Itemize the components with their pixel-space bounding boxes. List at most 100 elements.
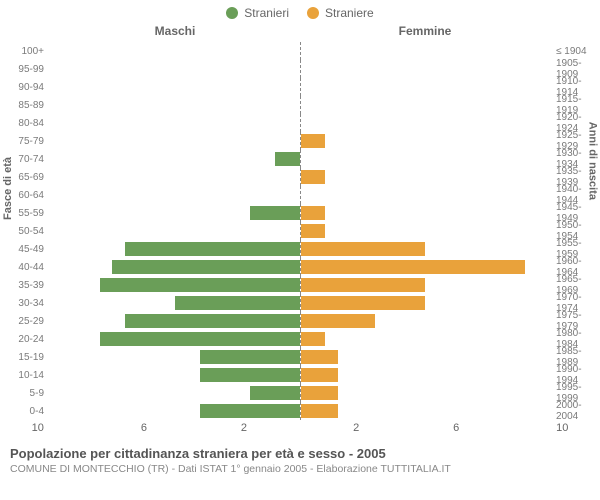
x-tick: 10 — [32, 422, 44, 434]
age-label: 15-19 — [0, 352, 50, 363]
age-label: 10-14 — [0, 370, 50, 381]
header-male: Maschi — [50, 24, 300, 38]
bar-male — [200, 350, 300, 364]
table-row: 70-741930-1934 — [0, 150, 600, 168]
birth-label: ≤ 1904 — [550, 46, 600, 57]
bar-container-female — [301, 348, 551, 366]
table-row: 45-491955-1959 — [0, 240, 600, 258]
age-label: 65-69 — [0, 172, 50, 183]
bar-male — [200, 368, 300, 382]
bar-container-male — [50, 384, 301, 402]
bar-container-female — [301, 384, 551, 402]
bar-container-male — [50, 240, 301, 258]
bar-container-male — [50, 186, 301, 204]
bar-male — [125, 314, 300, 328]
bar-female — [301, 314, 376, 328]
swatch-female — [307, 7, 319, 19]
table-row: 30-341970-1974 — [0, 294, 600, 312]
age-label: 5-9 — [0, 388, 50, 399]
table-row: 50-541950-1954 — [0, 222, 600, 240]
birth-label: 2000-2004 — [550, 400, 600, 422]
table-row: 65-691935-1939 — [0, 168, 600, 186]
legend-item-female: Straniere — [307, 6, 374, 20]
age-label: 85-89 — [0, 100, 50, 111]
age-label: 20-24 — [0, 334, 50, 345]
x-axis: 1062 2610 — [0, 422, 600, 440]
bar-female — [301, 332, 326, 346]
bar-container-female — [301, 222, 551, 240]
chart-subtitle: COMUNE DI MONTECCHIO (TR) - Dati ISTAT 1… — [10, 463, 590, 477]
chart-title: Popolazione per cittadinanza straniera p… — [10, 446, 590, 463]
bar-male — [125, 242, 300, 256]
bar-female — [301, 134, 326, 148]
bar-container-male — [50, 330, 301, 348]
table-row: 20-241980-1984 — [0, 330, 600, 348]
bar-female — [301, 242, 426, 256]
table-row: 35-391965-1969 — [0, 276, 600, 294]
bar-male — [112, 260, 299, 274]
table-row: 5-91995-1999 — [0, 384, 600, 402]
bar-container-female — [301, 60, 551, 78]
caption: Popolazione per cittadinanza straniera p… — [0, 440, 600, 477]
bar-male — [100, 278, 300, 292]
bar-male — [250, 206, 300, 220]
table-row: 90-941910-1914 — [0, 78, 600, 96]
age-label: 80-84 — [0, 118, 50, 129]
table-row: 15-191985-1989 — [0, 348, 600, 366]
bar-female — [301, 350, 338, 364]
bar-female — [301, 404, 338, 418]
table-row: 10-141990-1994 — [0, 366, 600, 384]
bar-container-male — [50, 114, 301, 132]
bar-female — [301, 224, 326, 238]
age-label: 30-34 — [0, 298, 50, 309]
age-label: 90-94 — [0, 82, 50, 93]
table-row: 60-641940-1944 — [0, 186, 600, 204]
x-tick: 10 — [556, 422, 568, 434]
bar-male — [100, 332, 300, 346]
bar-container-male — [50, 78, 301, 96]
bar-container-female — [301, 78, 551, 96]
bar-container-male — [50, 222, 301, 240]
table-row: 95-991905-1909 — [0, 60, 600, 78]
legend-label-male: Stranieri — [244, 6, 289, 20]
bar-female — [301, 170, 326, 184]
table-row: 40-441960-1964 — [0, 258, 600, 276]
bar-container-male — [50, 258, 301, 276]
bar-container-male — [50, 402, 301, 420]
bar-container-male — [50, 96, 301, 114]
bar-container-male — [50, 204, 301, 222]
bar-container-female — [301, 42, 551, 60]
bar-male — [275, 152, 300, 166]
swatch-male — [226, 7, 238, 19]
age-label: 25-29 — [0, 316, 50, 327]
age-label: 45-49 — [0, 244, 50, 255]
age-label: 0-4 — [0, 406, 50, 417]
bar-female — [301, 296, 426, 310]
bar-container-male — [50, 42, 301, 60]
bar-container-male — [50, 132, 301, 150]
bar-male — [200, 404, 300, 418]
x-tick: 2 — [353, 422, 359, 434]
bar-female — [301, 206, 326, 220]
age-label: 70-74 — [0, 154, 50, 165]
bar-container-female — [301, 294, 551, 312]
bar-container-male — [50, 168, 301, 186]
age-label: 75-79 — [0, 136, 50, 147]
age-label: 60-64 — [0, 190, 50, 201]
bar-container-male — [50, 366, 301, 384]
bar-container-female — [301, 114, 551, 132]
table-row: 85-891915-1919 — [0, 96, 600, 114]
legend-label-female: Straniere — [325, 6, 374, 20]
column-headers: Maschi Femmine — [0, 22, 600, 40]
bar-container-female — [301, 366, 551, 384]
x-tick: 6 — [141, 422, 147, 434]
table-row: 0-4 2000-2004 — [0, 402, 600, 420]
bar-female — [301, 278, 426, 292]
table-row: 25-291975-1979 — [0, 312, 600, 330]
table-row: 55-591945-1949 — [0, 204, 600, 222]
age-label: 100+ — [0, 46, 50, 57]
bar-container-female — [301, 276, 551, 294]
bar-container-male — [50, 60, 301, 78]
legend-item-male: Stranieri — [226, 6, 289, 20]
bar-container-female — [301, 402, 551, 420]
